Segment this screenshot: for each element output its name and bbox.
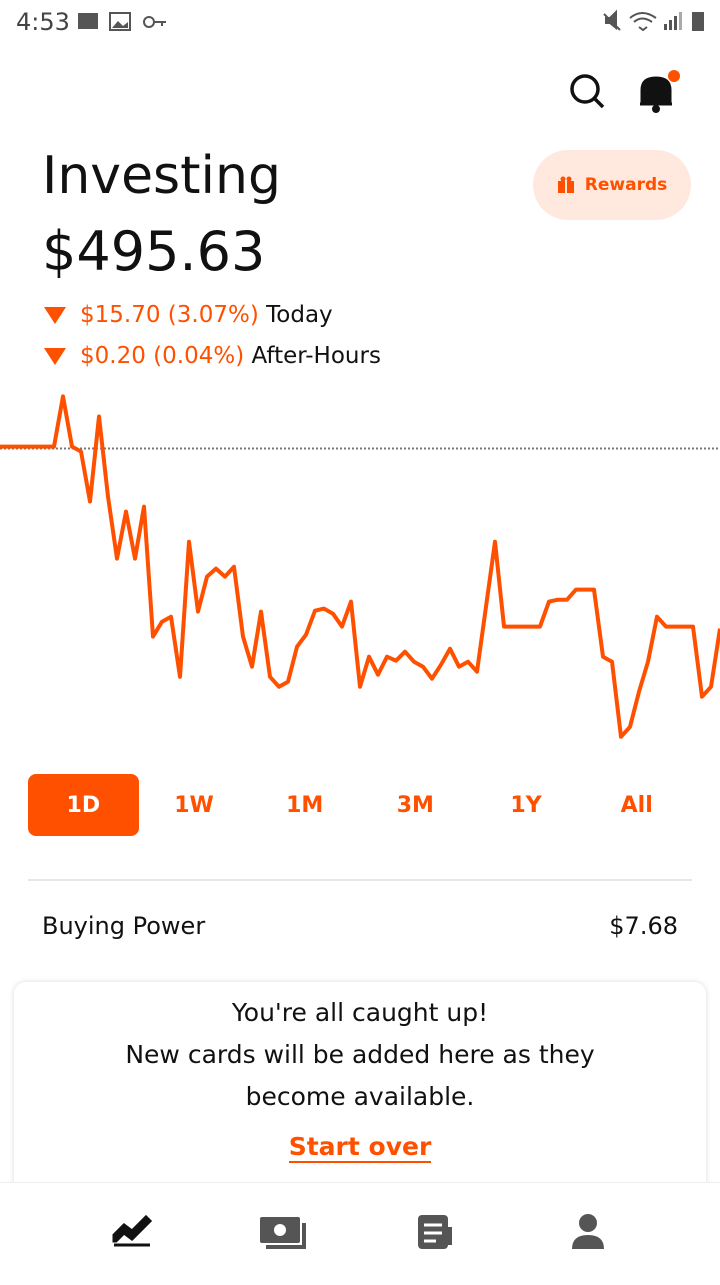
after-hours-row: $0.20 (0.04%) After-Hours: [44, 343, 381, 369]
portfolio-value: $495.63: [42, 220, 266, 283]
buying-power-label[interactable]: Buying Power: [42, 912, 206, 940]
gift-icon: [557, 176, 574, 193]
range-tab[interactable]: 1D: [28, 774, 139, 836]
nav-news[interactable]: [418, 1215, 452, 1249]
card-text: become available.: [245, 1082, 475, 1111]
price-line: [0, 394, 720, 739]
range-tabs: 1D 1W 1M 3M 1Y All: [28, 774, 692, 836]
today-change-row: $15.70 (3.07%) Today: [44, 302, 333, 328]
after-hours-label: After-Hours: [251, 343, 381, 369]
card-text: New cards will be added here as they: [125, 1040, 595, 1069]
divider: [28, 879, 692, 881]
range-tab[interactable]: 1W: [174, 792, 214, 818]
header-icons: [570, 70, 680, 113]
range-tab[interactable]: All: [620, 792, 653, 818]
status-time: 4:53: [16, 8, 70, 36]
page-title: Investing: [42, 146, 281, 206]
buying-power-value: $7.68: [609, 912, 678, 940]
range-tab[interactable]: 1Y: [510, 792, 542, 818]
status-icons: [78, 12, 166, 31]
rewards-label: Rewards: [584, 175, 668, 195]
start-over-link[interactable]: Start over: [288, 1132, 432, 1163]
notifications-icon[interactable]: [640, 70, 680, 113]
price-chart: [0, 394, 720, 739]
range-tab[interactable]: 1M: [286, 792, 324, 818]
after-hours-change: $0.20 (0.04%): [80, 343, 245, 369]
today-label: Today: [266, 302, 333, 328]
nav-cash[interactable]: [260, 1217, 306, 1249]
rewards-button[interactable]: Rewards: [533, 150, 691, 220]
nav-icons: [112, 1214, 604, 1249]
today-change: $15.70 (3.07%): [80, 302, 259, 328]
status-right-icons: [603, 9, 704, 32]
search-icon[interactable]: [570, 74, 605, 109]
nav-account[interactable]: [572, 1214, 604, 1249]
card-text: You're all caught up!: [231, 998, 489, 1027]
range-tab[interactable]: 3M: [396, 792, 434, 818]
bottom-nav: [0, 1182, 720, 1281]
nav-investing[interactable]: [112, 1214, 153, 1247]
